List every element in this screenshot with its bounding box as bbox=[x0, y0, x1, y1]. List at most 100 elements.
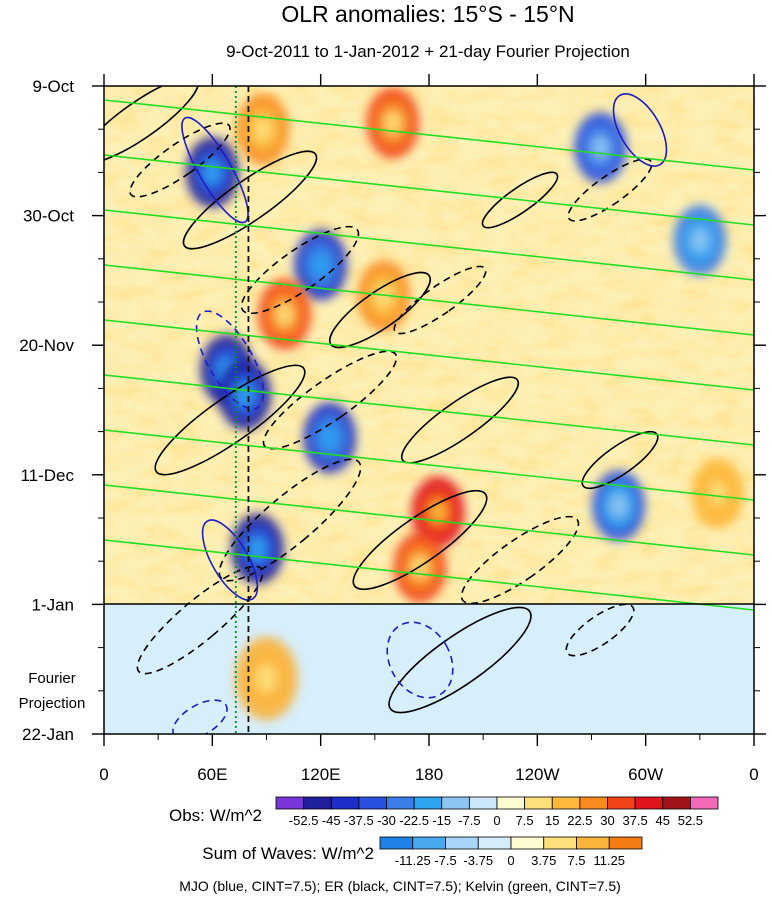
colorbar-swatch bbox=[441, 796, 470, 810]
colorbar-level: -15 bbox=[432, 813, 451, 828]
colorbar-level: -7.5 bbox=[458, 813, 480, 828]
colorbar-swatch bbox=[551, 796, 581, 810]
wave-contours bbox=[104, 86, 754, 734]
y-axis: 9-Oct 30-Oct 20-Nov 11-Dec 1-Jan 22-Jan bbox=[19, 77, 766, 744]
suppressed-convection-cell bbox=[236, 94, 290, 165]
colorbar-level: -45 bbox=[322, 813, 341, 828]
mjo-contour bbox=[201, 519, 259, 601]
x-axis: 0 60E 120E 180 120W 60W 0 bbox=[99, 74, 759, 784]
er-contour bbox=[460, 515, 580, 605]
y-tick-label: 11-Dec bbox=[20, 466, 74, 485]
kelvin-contour bbox=[104, 264, 754, 336]
er-contour bbox=[565, 603, 635, 657]
er-contour bbox=[400, 376, 520, 464]
colorbar-level: 0 bbox=[493, 813, 500, 828]
colorbar-swatch bbox=[412, 836, 446, 850]
kelvin-contour bbox=[104, 99, 754, 171]
projected-suppressed-cell bbox=[235, 636, 298, 721]
colorbar-level: 37.5 bbox=[622, 813, 647, 828]
enhanced-convection-cell bbox=[673, 205, 727, 276]
kelvin-contour bbox=[104, 209, 754, 281]
x-tick-label: 120E bbox=[301, 765, 341, 784]
chart-subtitle: 9-Oct-2011 to 1-Jan-2012 + 21-day Fourie… bbox=[226, 42, 630, 61]
colorbar-level: 3.75 bbox=[531, 853, 556, 868]
colorbar-level: 7.5 bbox=[567, 853, 585, 868]
colorbar-swatch bbox=[358, 796, 387, 810]
er-contour bbox=[393, 265, 487, 335]
er-contour bbox=[129, 122, 231, 198]
kelvin-contour bbox=[104, 374, 754, 446]
kelvin-contour bbox=[104, 319, 754, 391]
projection-label-line2: Projection bbox=[19, 695, 86, 712]
colorbar-level: -30 bbox=[377, 813, 396, 828]
mjo-contour bbox=[386, 621, 454, 699]
y-tick-label: 30-Oct bbox=[23, 207, 74, 226]
colorbar-swatch bbox=[468, 796, 498, 810]
y-tick-label: 1-Jan bbox=[31, 595, 74, 614]
colorbar-swatch bbox=[524, 796, 553, 810]
x-tick-label: 180 bbox=[415, 765, 443, 784]
colorbar-swatch bbox=[386, 796, 415, 810]
colorbar-level: 15 bbox=[545, 813, 559, 828]
x-tick-label: 0 bbox=[749, 765, 758, 784]
colorbar-swatch bbox=[608, 836, 643, 850]
colorbar-swatch bbox=[413, 796, 443, 810]
colorbar-level: -22.5 bbox=[399, 813, 429, 828]
er-contour bbox=[567, 158, 653, 222]
projected-anomaly-field bbox=[235, 636, 298, 721]
mjo-contour bbox=[612, 93, 668, 167]
enhanced-convection-cell bbox=[574, 112, 627, 183]
colorbar-level: 11.25 bbox=[593, 853, 625, 868]
enhanced-convection-cell bbox=[303, 402, 357, 473]
colorbar-swatch bbox=[634, 796, 664, 810]
kelvin-contour bbox=[104, 154, 754, 226]
colorbar-swatch bbox=[477, 836, 512, 850]
colorbar-level: 30 bbox=[600, 813, 614, 828]
colorbar-swatch bbox=[379, 836, 414, 850]
colorbar-level: -52.5 bbox=[289, 813, 319, 828]
colorbar-level: 45 bbox=[656, 813, 670, 828]
obs-colorbar-label: Obs: W/m^2 bbox=[169, 806, 262, 825]
projection-label-line1: Fourier bbox=[28, 670, 76, 687]
colorbar-swatch bbox=[496, 796, 526, 810]
er-contour bbox=[262, 350, 398, 450]
er-contour bbox=[218, 458, 362, 582]
colorbar-level: -11.25 bbox=[395, 853, 431, 868]
x-tick-label: 60E bbox=[197, 765, 227, 784]
colorbar-swatch bbox=[662, 796, 691, 810]
colorbar-swatch bbox=[275, 796, 305, 810]
x-tick-label: 120W bbox=[515, 765, 559, 784]
er-contour bbox=[481, 171, 559, 229]
colorbar-level: 52.5 bbox=[678, 813, 703, 828]
enhanced-convection-cell bbox=[592, 470, 645, 541]
reference-longitude-lines bbox=[234, 86, 250, 734]
mjo-contour bbox=[181, 116, 249, 224]
x-tick-label: 0 bbox=[99, 765, 108, 784]
kelvin-contour bbox=[104, 429, 754, 501]
enhanced-convection-cell bbox=[231, 513, 284, 585]
contour-note: MJO (blue, CINT=7.5); ER (black, CINT=7.… bbox=[179, 878, 621, 894]
projection-background bbox=[104, 604, 754, 734]
colorbar-swatch bbox=[510, 836, 545, 850]
kelvin-contour bbox=[104, 539, 754, 611]
chart-title: OLR anomalies: 15°S - 15°N bbox=[281, 1, 574, 27]
plot-area bbox=[103, 85, 755, 735]
obs-colorbar: -52.5 -45 -37.5 -30 -22.5 -15 -7.5 0 7.5 15 22.5 30… bbox=[275, 796, 719, 828]
colorbar-swatch bbox=[330, 796, 360, 810]
colorbar-swatch bbox=[579, 796, 608, 810]
colorbar-swatch bbox=[576, 836, 610, 850]
enhanced-convection-cell bbox=[294, 229, 348, 301]
colorbar-level: 7.5 bbox=[516, 813, 534, 828]
kelvin-contour bbox=[104, 484, 754, 556]
suppressed-convection-cell bbox=[691, 458, 745, 529]
suppressed-convection-cell bbox=[258, 279, 311, 350]
enhanced-convection-cell bbox=[185, 137, 239, 208]
colorbar-level: -3.75 bbox=[463, 853, 493, 868]
colorbar-swatch bbox=[303, 796, 332, 810]
er-contour bbox=[388, 606, 532, 714]
colorbar-level: 22.5 bbox=[567, 813, 592, 828]
suppressed-convection-cell bbox=[411, 476, 465, 548]
colorbar-swatch bbox=[689, 796, 719, 810]
mjo-contour bbox=[172, 699, 228, 734]
